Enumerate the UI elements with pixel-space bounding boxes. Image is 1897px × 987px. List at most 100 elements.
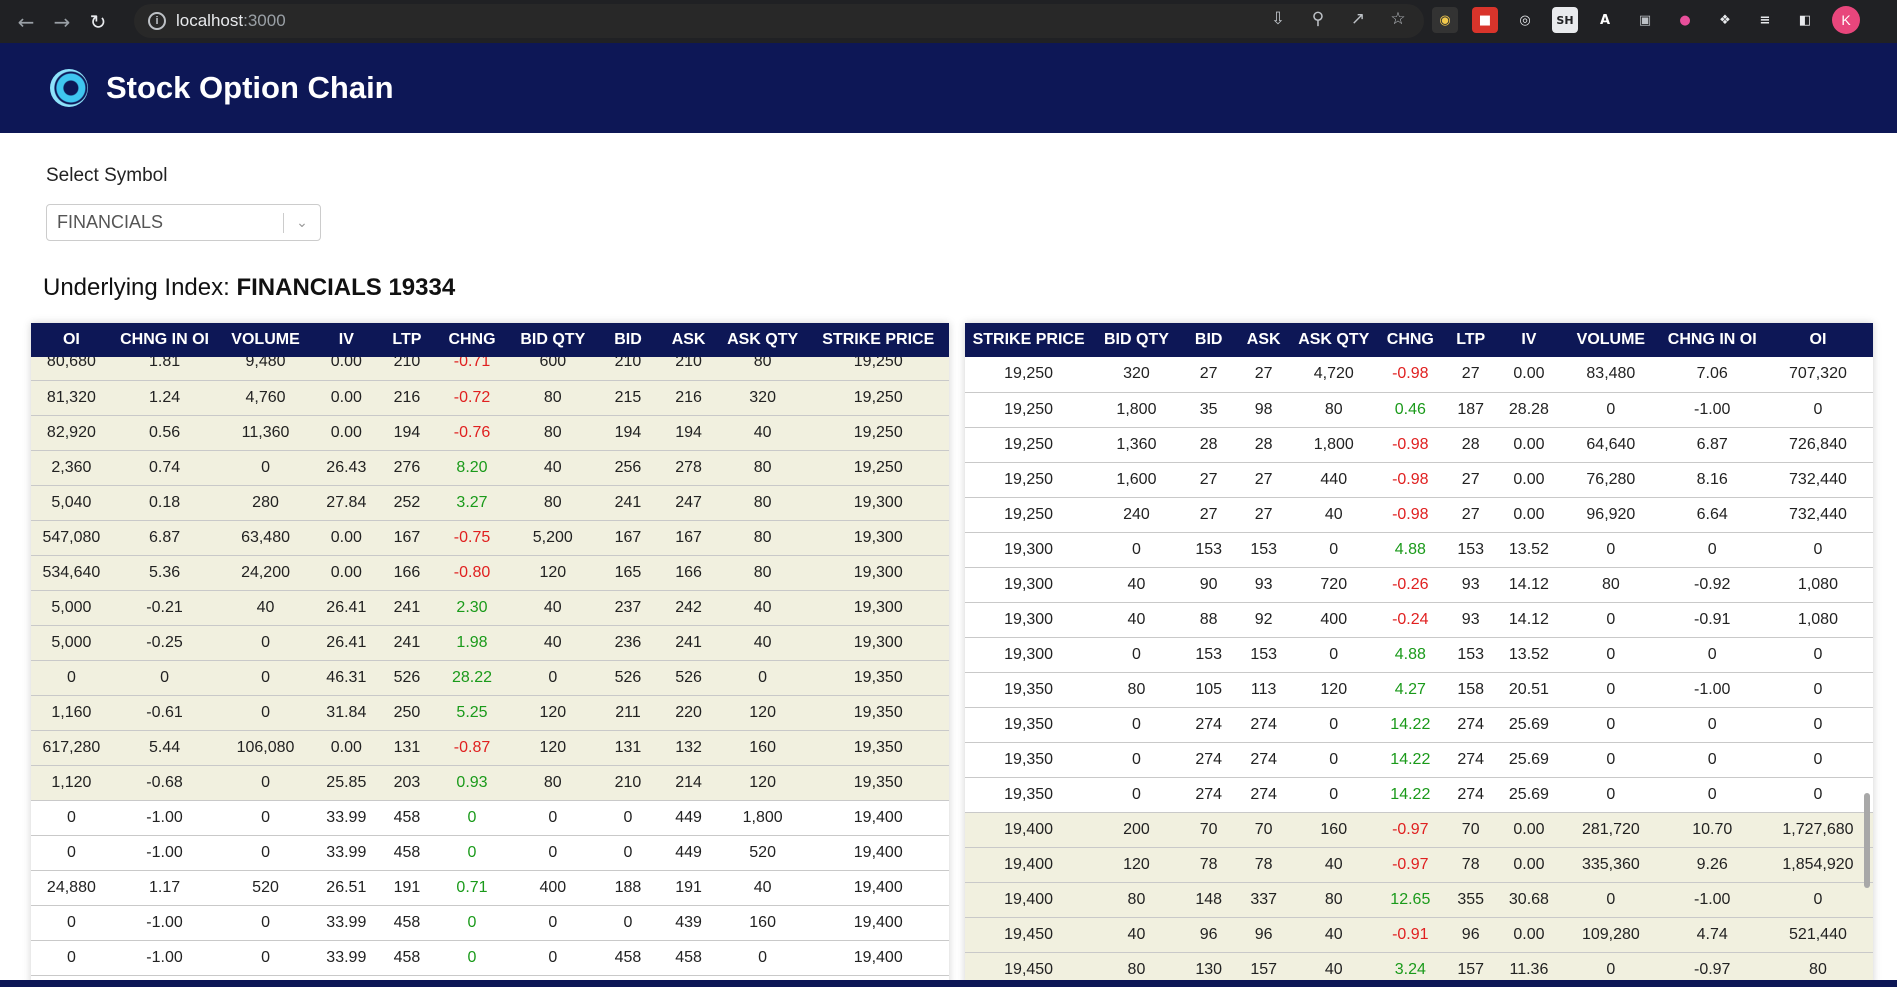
calls-cell-bid-qty: 80 xyxy=(509,380,597,416)
calls-cell-bid-qty: 600 xyxy=(509,345,597,381)
calls-cell-strike-price: 19,350 xyxy=(807,730,949,766)
table-row[interactable]: 19,400 120 78 78 40 -0.97 78 0.00 335,360 9.26 1,8… xyxy=(965,847,1873,883)
chevron-down-icon[interactable]: ⌄ xyxy=(296,214,308,231)
puts-cell-volume: 0 xyxy=(1560,392,1662,428)
calls-cell-chng: 0 xyxy=(434,835,510,871)
reload-icon[interactable]: ↻ xyxy=(89,9,107,34)
table-row[interactable]: 24,880 1.17 520 26.51 191 0.71 400 188 191 40 19,4… xyxy=(31,870,949,906)
calls-table-container[interactable]: OI CHNG IN OI VOLUME IV LTP CHNG BID QTY BID ASK… xyxy=(31,323,949,987)
calls-cell-bid: 188 xyxy=(596,870,660,906)
puts-cell-strike-price: 19,350 xyxy=(965,777,1093,813)
table-row[interactable]: 19,250 1,360 28 28 1,800 -0.98 28 0.00 64,640 6.8… xyxy=(965,427,1873,463)
table-row[interactable]: 19,300 0 153 153 0 4.88 153 13.52 0 0 0 xyxy=(965,532,1873,568)
table-row[interactable]: 0 0 0 46.31 526 28.22 0 526 526 0 19,350 xyxy=(31,660,949,696)
puts-cell-volume: 96,920 xyxy=(1560,497,1662,533)
extensions-puzzle-icon[interactable]: ❖ xyxy=(1719,12,1731,28)
calls-cell-bid: 256 xyxy=(596,450,660,486)
calls-cell-iv: 26.41 xyxy=(313,625,379,661)
media-queue-icon[interactable]: ≡ xyxy=(1759,12,1771,28)
extension-sh-icon[interactable]: SH xyxy=(1552,7,1578,33)
puts-cell-volume: 80 xyxy=(1560,567,1662,603)
install-app-icon[interactable]: ⇩ xyxy=(1270,9,1286,29)
puts-scrollbar[interactable] xyxy=(1864,793,1870,888)
puts-cell-chng: 14.22 xyxy=(1376,777,1444,813)
calls-cell-oi: 0 xyxy=(31,660,112,696)
puts-cell-ask: 27 xyxy=(1236,462,1291,498)
address-bar[interactable]: i localhost:3000 ⇩ ⚲ ↗ ☆ xyxy=(134,4,1424,38)
calls-cell-iv: 0.00 xyxy=(313,415,379,451)
calls-cell-ltp: 252 xyxy=(378,485,435,521)
table-row[interactable]: 80,680 1.81 9,480 0.00 210 -0.71 600 210 210 80 19… xyxy=(31,345,949,381)
puts-cell-oi: 1,080 xyxy=(1762,602,1873,638)
table-row[interactable]: 19,350 80 105 113 120 4.27 158 20.51 0 -1.00 0 xyxy=(965,672,1873,708)
side-panel-icon[interactable]: ◧ xyxy=(1798,12,1812,28)
back-arrow-icon[interactable]: ← xyxy=(17,9,35,34)
profile-avatar[interactable]: K xyxy=(1832,6,1860,34)
calls-header-row: OI CHNG IN OI VOLUME IV LTP CHNG BID QTY BID ASK… xyxy=(31,323,949,357)
table-row[interactable]: 547,080 6.87 63,480 0.00 167 -0.75 5,200 167 167… xyxy=(31,520,949,556)
table-row[interactable]: 19,350 0 274 274 0 14.22 274 25.69 0 0 0 xyxy=(965,777,1873,813)
table-row[interactable]: 19,400 80 148 337 80 12.65 355 30.68 0 -1.00 0 xyxy=(965,882,1873,918)
table-row[interactable]: 19,300 40 90 93 720 -0.26 93 14.12 80 -0.92 1,080 xyxy=(965,567,1873,603)
table-row[interactable]: 19,250 1,600 27 27 440 -0.98 27 0.00 76,280 8.16 7… xyxy=(965,462,1873,498)
puts-cell-ltp: 27 xyxy=(1443,497,1498,533)
puts-cell-ask-qty: 0 xyxy=(1290,532,1377,568)
table-row[interactable]: 81,320 1.24 4,760 0.00 216 -0.72 80 215 216 320 19… xyxy=(31,380,949,416)
table-row[interactable]: 534,640 5.36 24,200 0.00 166 -0.80 120 165 166 80… xyxy=(31,555,949,591)
table-row[interactable]: 19,450 40 96 96 40 -0.91 96 0.00 109,280 4.74 521,… xyxy=(965,917,1873,953)
table-row[interactable]: 617,280 5.44 106,080 0.00 131 -0.87 120 131 132 1… xyxy=(31,730,949,766)
share-icon[interactable]: ↗ xyxy=(1350,9,1366,29)
site-info-icon[interactable]: i xyxy=(148,12,166,30)
table-row[interactable]: 19,300 0 153 153 0 4.88 153 13.52 0 0 0 xyxy=(965,637,1873,673)
calls-cell-ask-qty: 80 xyxy=(717,450,808,486)
table-row[interactable]: 0 -1.00 0 33.99 458 0 0 0 449 1,800 19,400 xyxy=(31,800,949,836)
extension-a-icon[interactable]: A xyxy=(1599,12,1611,28)
extension-color-icon[interactable]: ● xyxy=(1679,12,1691,28)
puts-table-container[interactable]: STRIKE PRICE BID QTY BID ASK ASK QTY CHNG LTP I… xyxy=(965,323,1873,987)
puts-cell-iv: 25.69 xyxy=(1497,707,1561,743)
calls-cell-chng-in-oi: 1.17 xyxy=(111,870,218,906)
table-row[interactable]: 2,360 0.74 0 26.43 276 8.20 40 256 278 80 19,250 xyxy=(31,450,949,486)
table-row[interactable]: 19,350 0 274 274 0 14.22 274 25.69 0 0 0 xyxy=(965,707,1873,743)
calls-cell-ask-qty: 160 xyxy=(717,905,808,941)
symbol-select[interactable]: FINANCIALS ⌄ xyxy=(46,204,321,241)
puts-cell-ask: 274 xyxy=(1236,777,1291,813)
puts-cell-chng: 14.22 xyxy=(1376,707,1444,743)
puts-cell-chng-in-oi: 0 xyxy=(1661,532,1763,568)
calls-cell-chng-in-oi: -0.21 xyxy=(111,590,218,626)
extension-target-icon[interactable]: ◎ xyxy=(1519,12,1531,28)
app-title: Stock Option Chain xyxy=(106,70,394,105)
calls-cell-ask-qty: 120 xyxy=(717,695,808,731)
table-row[interactable]: 82,920 0.56 11,360 0.00 194 -0.76 80 194 194 40 19… xyxy=(31,415,949,451)
calls-cell-ask-qty: 1,800 xyxy=(717,800,808,836)
table-row[interactable]: 19,250 1,800 35 98 80 0.46 187 28.28 0 -1.00 0 xyxy=(965,392,1873,428)
table-row[interactable]: 19,400 200 70 70 160 -0.97 70 0.00 281,720 10.70 1… xyxy=(965,812,1873,848)
table-row[interactable]: 0 -1.00 0 33.99 458 0 0 458 458 0 19,400 xyxy=(31,940,949,976)
calls-cell-iv: 26.41 xyxy=(313,590,379,626)
puts-cell-volume: 0 xyxy=(1560,707,1662,743)
calls-cell-ask-qty: 80 xyxy=(717,520,808,556)
puts-cell-bid-qty: 120 xyxy=(1092,847,1181,883)
calls-cell-strike-price: 19,350 xyxy=(807,765,949,801)
extension-camera-icon[interactable]: ▣ xyxy=(1638,12,1652,28)
table-row[interactable]: 0 -1.00 0 33.99 458 0 0 0 439 160 19,400 xyxy=(31,905,949,941)
table-row[interactable]: 5,040 0.18 280 27.84 252 3.27 80 241 247 80 19,300 xyxy=(31,485,949,521)
table-row[interactable]: 19,250 320 27 27 4,720 -0.98 27 0.00 83,480 7.06 7… xyxy=(965,357,1873,393)
puts-cell-bid-qty: 320 xyxy=(1092,357,1181,393)
bookmark-star-icon[interactable]: ☆ xyxy=(1390,9,1406,29)
table-row[interactable]: 1,120 -0.68 0 25.85 203 0.93 80 210 214 120 19,350 xyxy=(31,765,949,801)
forward-arrow-icon[interactable]: → xyxy=(53,9,71,34)
table-row[interactable]: 1,160 -0.61 0 31.84 250 5.25 120 211 220 120 19,35… xyxy=(31,695,949,731)
calls-cell-ask: 194 xyxy=(659,415,718,451)
extension-glasses-icon[interactable]: ◉ xyxy=(1432,7,1458,33)
table-row[interactable]: 5,000 -0.25 0 26.41 241 1.98 40 236 241 40 19,300 xyxy=(31,625,949,661)
table-row[interactable]: 19,300 40 88 92 400 -0.24 93 14.12 0 -0.91 1,080 xyxy=(965,602,1873,638)
extension-red-icon[interactable]: ■ xyxy=(1472,7,1498,33)
table-row[interactable]: 0 -1.00 0 33.99 458 0 0 0 449 520 19,400 xyxy=(31,835,949,871)
table-row[interactable]: 19,250 240 27 27 40 -0.98 27 0.00 96,920 6.64 732,… xyxy=(965,497,1873,533)
zoom-icon[interactable]: ⚲ xyxy=(1311,9,1325,29)
puts-cell-ltp: 274 xyxy=(1443,707,1498,743)
calls-cell-chng-in-oi: 1.24 xyxy=(111,380,218,416)
table-row[interactable]: 5,000 -0.21 40 26.41 241 2.30 40 237 242 40 19,300 xyxy=(31,590,949,626)
table-row[interactable]: 19,350 0 274 274 0 14.22 274 25.69 0 0 0 xyxy=(965,742,1873,778)
